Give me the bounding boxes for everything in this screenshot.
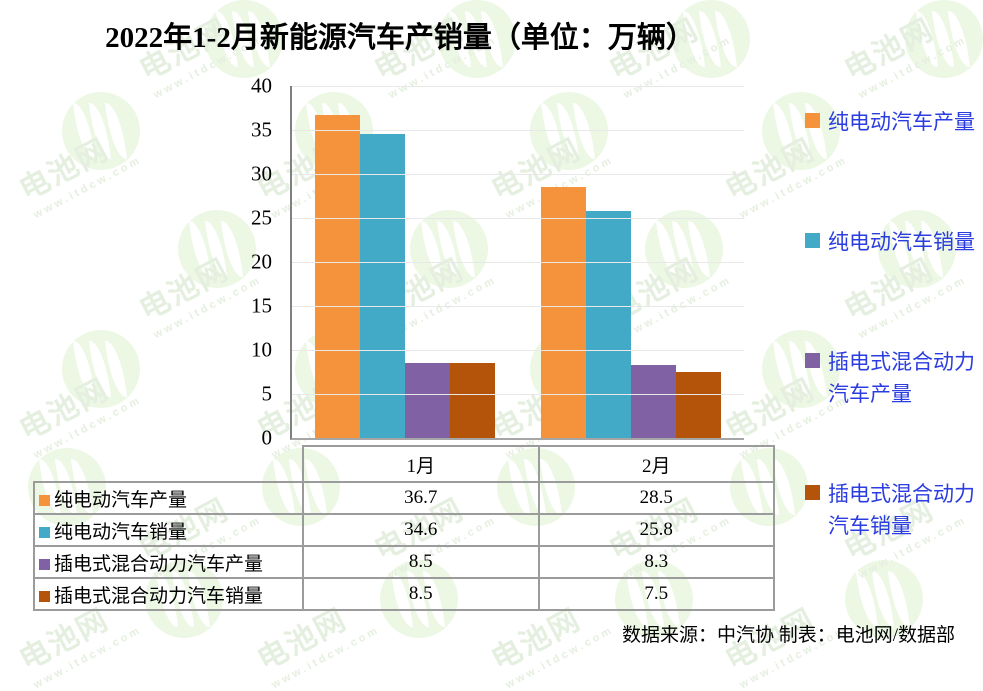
bar[interactable] (631, 364, 676, 438)
table-cell-value: 25.8 (537, 513, 775, 547)
legend-item-label: 纯电动汽车销量 (828, 230, 975, 254)
table-color-swatch-icon (39, 494, 50, 506)
y-axis-tick-label: 0 (261, 425, 273, 450)
y-axis-tick-label: 15 (251, 293, 272, 318)
chart-plot-region: 40 35 30 25 20 15 10 5 0 (0, 73, 800, 448)
table-row-label: 插电式混合动力汽车产量 (33, 545, 304, 579)
table-row-label-text: 插电式混合动力汽车销量 (54, 585, 264, 607)
table-color-swatch-icon (39, 590, 50, 602)
watermark-text-cn: 电池网 (838, 11, 940, 88)
table-row: 插电式混合动力汽车销量 8.5 7.5 (33, 577, 775, 611)
legend-color-swatch-icon (805, 233, 820, 248)
table-cell-value: 8.5 (302, 545, 540, 579)
legend-item[interactable]: 插电式混合动力汽车产量 (805, 346, 983, 410)
y-axis-tick-label: 5 (261, 381, 273, 406)
gridline (292, 174, 744, 175)
table-color-swatch-icon (39, 558, 50, 570)
gridline (292, 306, 744, 307)
chart-data-table: 1月 2月 纯电动汽车产量 36.7 28.5 纯电动汽车销量 34.6 25.8 插电式混合… (33, 445, 775, 611)
gridline (292, 394, 744, 395)
y-axis-tick-label: 10 (251, 337, 272, 362)
legend-item[interactable]: 插电式混合动力汽车销量 (805, 478, 983, 542)
y-axis: 40 35 30 25 20 15 10 5 0 (224, 73, 280, 448)
bar[interactable] (450, 363, 495, 438)
legend-item[interactable]: 纯电动汽车销量 (805, 226, 983, 258)
legend-color-swatch-icon (805, 485, 820, 500)
table-cell-value: 36.7 (302, 481, 540, 515)
gridline (292, 86, 744, 87)
bar[interactable] (586, 210, 631, 438)
table-cell-value: 7.5 (537, 577, 775, 611)
y-axis-tick-label: 25 (251, 205, 272, 230)
gridline (292, 130, 744, 131)
y-axis-tick-label: 20 (251, 249, 272, 274)
y-axis-tick-label: 30 (251, 161, 272, 186)
table-column-header: 2月 (537, 445, 775, 483)
y-axis-tick-label: 40 (251, 73, 272, 98)
table-cell-value: 8.5 (302, 577, 540, 611)
table-row-label-text: 插电式混合动力汽车产量 (54, 553, 264, 575)
y-axis-tick-label: 35 (251, 117, 272, 142)
table-row: 纯电动汽车销量 34.6 25.8 (33, 513, 775, 547)
bar[interactable] (541, 187, 586, 438)
table-row-label: 纯电动汽车产量 (33, 481, 304, 515)
table-row-label: 插电式混合动力汽车销量 (33, 577, 304, 611)
legend-color-swatch-icon (805, 113, 820, 128)
table-color-swatch-icon (39, 526, 50, 538)
table-header: 1月 2月 (34, 445, 775, 483)
bar[interactable] (405, 363, 450, 438)
source-note: 数据来源：中汽协 制表：电池网/数据部 (621, 625, 955, 646)
bar[interactable] (676, 372, 721, 438)
chart-legend: 纯电动汽车产量 纯电动汽车销量插电式混合动力汽车产量 插电式混合动力汽车销量 (800, 78, 983, 578)
bar[interactable] (315, 115, 360, 438)
legend-item-label: 纯电动汽车产量 (828, 110, 975, 134)
legend-item-label: 插电式混合动力汽车销量 (828, 482, 975, 538)
table-row-label-text: 纯电动汽车销量 (54, 521, 188, 543)
legend-color-swatch-icon (805, 353, 820, 368)
gridline (292, 262, 744, 263)
legend-item-label: 插电式混合动力汽车产量 (828, 350, 975, 406)
table-row: 纯电动汽车产量 36.7 28.5 (33, 481, 775, 515)
table-cell-value: 8.3 (537, 545, 775, 579)
table-cell-value: 28.5 (537, 481, 775, 515)
table-row-label: 纯电动汽车销量 (33, 513, 304, 547)
gridline (292, 218, 744, 219)
table-body: 纯电动汽车产量 36.7 28.5 纯电动汽车销量 34.6 25.8 插电式混合动力汽车产… (33, 481, 775, 611)
table-row-label-text: 纯电动汽车产量 (54, 489, 188, 511)
bar[interactable] (360, 133, 405, 438)
table-cell-value: 34.6 (302, 513, 540, 547)
table-column-header: 1月 (302, 445, 540, 483)
gridline (292, 350, 744, 351)
plot-area (290, 86, 744, 440)
watermark-logo-icon (905, 0, 983, 78)
page-title: 2022年1-2月新能源汽车产销量（单位：万辆） (105, 22, 695, 54)
table-header-row: 1月 2月 (34, 445, 775, 483)
table-row: 插电式混合动力汽车产量 8.5 8.3 (33, 545, 775, 579)
table-corner-cell (34, 446, 303, 482)
legend-item[interactable]: 纯电动汽车产量 (805, 106, 983, 138)
